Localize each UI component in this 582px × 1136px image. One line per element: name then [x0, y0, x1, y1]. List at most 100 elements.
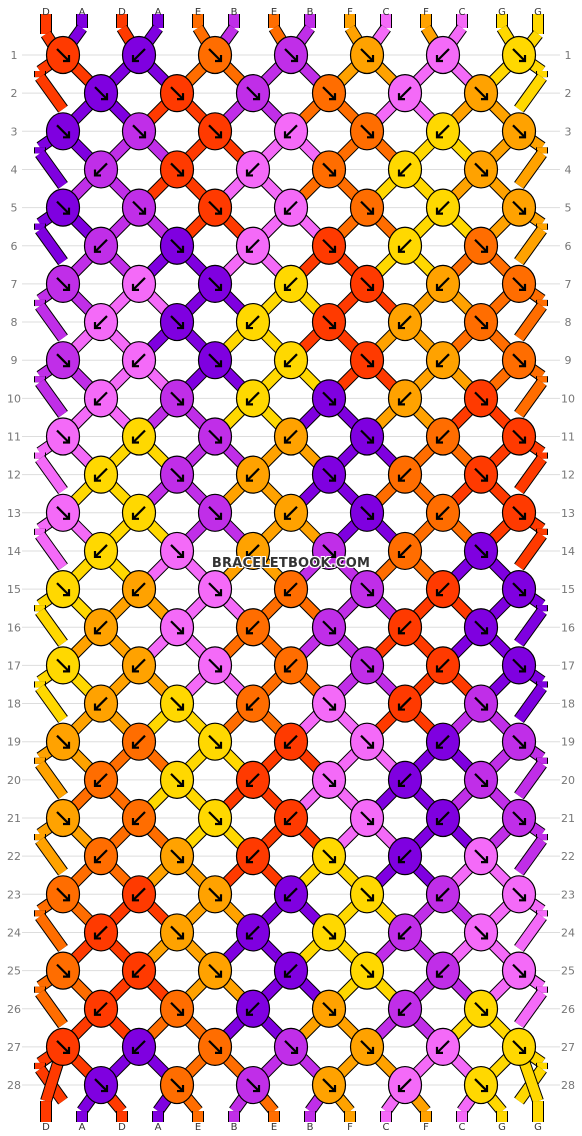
- string-segment: [35, 532, 68, 570]
- knot: [45, 646, 81, 685]
- knot-arrow-head: [435, 512, 443, 520]
- knot-arrow-head: [519, 1046, 527, 1054]
- top-string-label: B: [307, 7, 314, 18]
- knot-arrow: [56, 429, 70, 444]
- row-number-left: 20: [7, 774, 21, 787]
- knot-arrow: [512, 506, 526, 520]
- knot-arrow-head: [215, 131, 223, 139]
- knot-arrow: [322, 391, 336, 406]
- knot: [349, 875, 385, 914]
- top-string-label: A: [155, 7, 162, 18]
- knot-arrow: [246, 391, 260, 406]
- knot-arrow-head: [481, 93, 489, 101]
- top-string-label: B: [231, 7, 238, 18]
- knot: [273, 951, 309, 990]
- knot-arrow: [56, 963, 70, 978]
- knot-arrow-head: [131, 1046, 139, 1054]
- knot: [121, 493, 157, 532]
- knot-arrow: [512, 1040, 526, 1054]
- knot-arrow-head: [367, 741, 375, 749]
- knot-arrow: [474, 391, 488, 406]
- knot-arrow: [94, 1078, 108, 1092]
- knot-arrow: [56, 658, 70, 673]
- knot-arrow: [322, 544, 336, 558]
- knot-arrow: [398, 773, 412, 787]
- bottom-string-label: B: [307, 1122, 314, 1133]
- row-number-left: 12: [7, 469, 21, 482]
- knot-arrow: [474, 849, 488, 863]
- knot: [463, 226, 499, 265]
- knot: [45, 417, 81, 456]
- knot: [273, 188, 309, 227]
- knot-arrow: [436, 811, 450, 825]
- knot-arrow-head: [63, 283, 71, 291]
- knot-arrow: [398, 544, 412, 558]
- knot-arrow-head: [63, 741, 71, 749]
- knot: [235, 913, 271, 952]
- row-number-right: 24: [561, 926, 575, 939]
- knot: [311, 1065, 347, 1105]
- knot: [273, 264, 309, 303]
- knot-arrow: [436, 658, 450, 673]
- string-segment: [514, 684, 547, 723]
- knot-arrow: [208, 582, 222, 596]
- knot: [311, 684, 347, 723]
- top-string-label: D: [42, 7, 50, 18]
- knot: [273, 875, 309, 914]
- knot-arrow: [284, 124, 298, 139]
- knot-arrow-head: [245, 627, 253, 635]
- knot: [45, 875, 81, 914]
- bottom-string-label: G: [498, 1122, 506, 1133]
- knot: [311, 226, 347, 265]
- knot-arrow: [474, 315, 488, 329]
- knot: [159, 74, 195, 113]
- knot-arrow-head: [481, 1008, 489, 1016]
- knot: [121, 188, 157, 227]
- knot-arrow: [56, 124, 70, 139]
- knot: [463, 150, 499, 189]
- bottom-string-label: E: [271, 1122, 277, 1133]
- knot-arrow: [436, 1040, 450, 1054]
- knot-arrow: [94, 773, 108, 787]
- knot-arrow: [436, 200, 450, 215]
- knot: [197, 569, 233, 609]
- knot: [425, 798, 461, 838]
- bottom-string-label: F: [423, 1122, 429, 1133]
- knot-arrow: [94, 849, 108, 863]
- string-segment: [35, 913, 68, 952]
- knot-arrow: [246, 849, 260, 863]
- knot-arrow-head: [519, 818, 527, 826]
- knot-arrow-head: [481, 245, 489, 253]
- knot: [463, 1065, 499, 1105]
- knot: [83, 1065, 119, 1105]
- knot: [425, 875, 461, 914]
- knot: [197, 722, 233, 761]
- knot-arrow-head: [93, 779, 101, 787]
- row-number-left: 9: [11, 354, 18, 367]
- string-segment: [35, 379, 68, 418]
- knot-arrow: [284, 277, 298, 291]
- knot-arrow-head: [367, 360, 375, 368]
- knot: [463, 684, 499, 723]
- knot: [463, 74, 499, 113]
- knot-arrow: [360, 887, 374, 902]
- knot-arrow-head: [131, 894, 139, 902]
- knot: [349, 646, 385, 685]
- string-segment: [35, 837, 68, 876]
- knot: [501, 722, 537, 761]
- knot-arrow-head: [215, 665, 223, 673]
- knot: [45, 493, 81, 532]
- knot-arrow: [436, 353, 450, 367]
- knot: [501, 35, 537, 75]
- bottom-string-label: A: [155, 1122, 162, 1133]
- knot-arrow: [246, 773, 260, 787]
- row-number-right: 16: [561, 621, 575, 634]
- knot-arrow: [474, 162, 488, 177]
- knot: [311, 531, 347, 571]
- string-segment: [514, 837, 547, 876]
- knot-arrow: [512, 429, 526, 444]
- knot-arrow-head: [397, 93, 405, 101]
- row-number-left: 7: [11, 278, 18, 291]
- knot-arrow: [436, 506, 450, 520]
- knot-arrow-head: [435, 283, 443, 291]
